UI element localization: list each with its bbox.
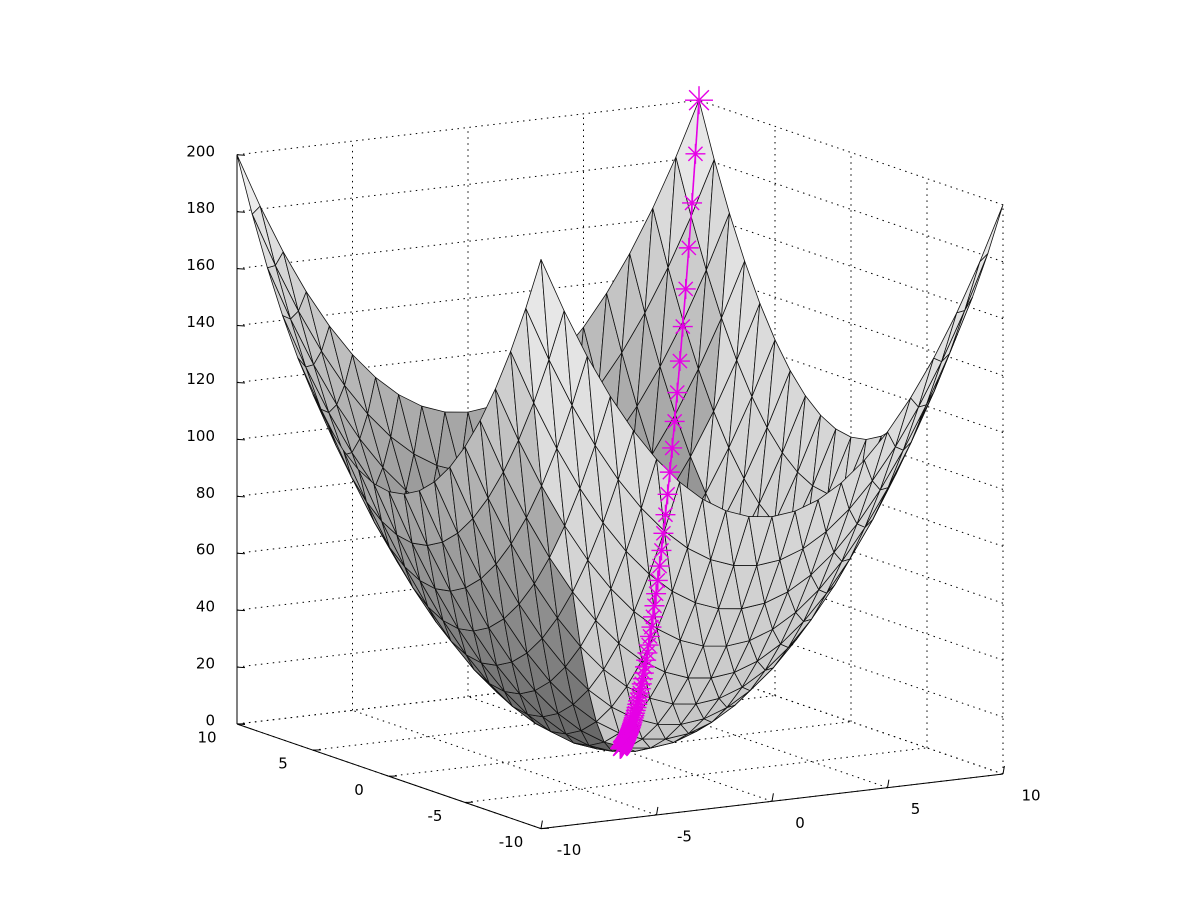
- x-tick-label: 10: [1021, 787, 1040, 805]
- z-tick-label: 140: [186, 313, 215, 331]
- z-tick-label: 200: [186, 142, 215, 160]
- surface-face: [237, 155, 260, 214]
- path-marker: [667, 383, 687, 403]
- surface-face: [980, 205, 1003, 262]
- path-marker: [665, 411, 685, 431]
- z-tick-label: 40: [196, 598, 215, 616]
- z-tick-label: 120: [186, 370, 215, 388]
- path-marker: [679, 238, 699, 258]
- path-marker: [673, 317, 693, 337]
- path-marker: [658, 484, 678, 504]
- x-tick-label: -5: [677, 827, 692, 845]
- path-marker: [610, 739, 630, 759]
- x-tick-label: -10: [557, 841, 582, 859]
- x-tick-mark: [541, 821, 542, 829]
- x-tick-label: 5: [911, 800, 921, 818]
- path-marker: [682, 193, 702, 213]
- path-marker: [650, 556, 670, 576]
- surface-face: [965, 254, 988, 311]
- path-marker: [653, 523, 673, 543]
- path-marker: [644, 596, 664, 616]
- z-tick-label: 20: [196, 655, 215, 673]
- y-tick-label: 5: [278, 755, 288, 773]
- path-marker: [643, 607, 663, 627]
- x-tick-mark: [772, 793, 773, 801]
- surface-mesh: [237, 100, 1003, 751]
- grid-line-z-side: [699, 157, 1003, 262]
- z-tick-label: 0: [205, 712, 215, 730]
- y-tick-label: 10: [197, 729, 216, 747]
- z-tick-label: 80: [196, 484, 215, 502]
- z-tick-label: 160: [186, 256, 215, 274]
- path-marker: [670, 351, 690, 371]
- path-start-marker: [685, 86, 713, 114]
- z-tick-label: 180: [186, 199, 215, 217]
- z-tick-label: 100: [186, 427, 215, 445]
- z-tick-label: 60: [196, 541, 215, 559]
- path-marker: [662, 438, 682, 458]
- y-tick-label: 0: [354, 781, 364, 799]
- y-tick-label: -10: [499, 833, 524, 851]
- path-marker: [651, 540, 671, 560]
- path-marker: [655, 505, 675, 525]
- x-tick-mark: [657, 807, 658, 815]
- path-marker: [676, 279, 696, 299]
- path-marker: [660, 462, 680, 482]
- y-tick-label: -5: [428, 807, 443, 825]
- x-tick-label: 0: [795, 814, 805, 832]
- x-tick-mark: [888, 780, 889, 788]
- path-marker: [685, 144, 705, 164]
- grid-line-y: [465, 748, 927, 803]
